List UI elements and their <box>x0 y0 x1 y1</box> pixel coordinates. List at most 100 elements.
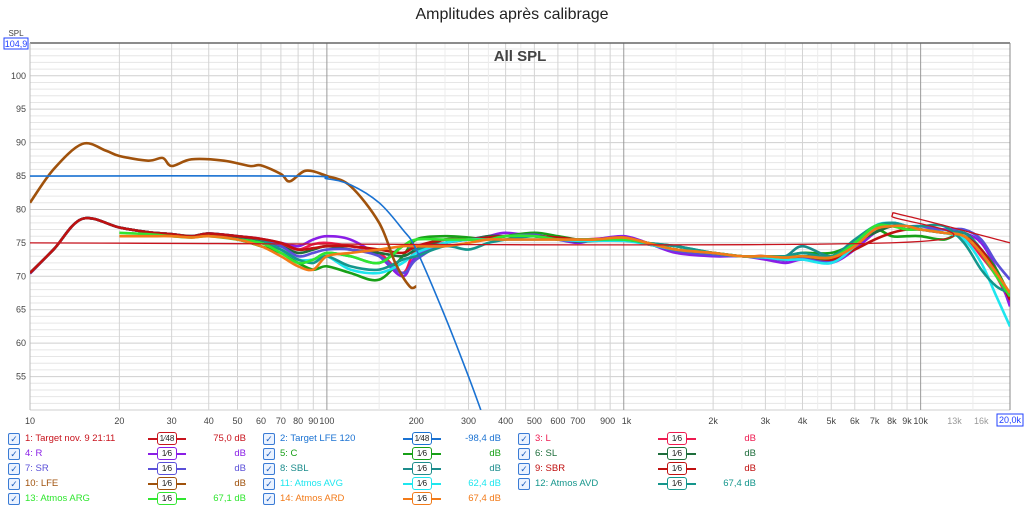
x-tick-label: 30 <box>167 416 177 426</box>
smoothing-filter-button[interactable]: 1⁄6 <box>658 477 696 490</box>
series-line-14 <box>119 224 1010 294</box>
smoothing-filter-button[interactable]: 1⁄6 <box>658 432 696 445</box>
x-tick-label: 4k <box>798 416 808 426</box>
visibility-checkbox[interactable]: ✓ <box>263 448 275 460</box>
y-tick-label: 85 <box>16 171 26 181</box>
legend-label: 13: Atmos ARG <box>25 493 90 504</box>
legend-value: 67,4 dB <box>723 478 756 489</box>
smoothing-filter-label: 1⁄6 <box>157 447 177 460</box>
chart-subtitle: All SPL <box>494 48 547 65</box>
legend-value: 67,4 dB <box>468 493 501 504</box>
x-tick-label: 300 <box>461 416 476 426</box>
x-tick-label: 600 <box>550 416 565 426</box>
series-line-7 <box>30 216 1010 281</box>
legend-item: ✓ 6: SL 1⁄6 dB <box>518 447 763 461</box>
series-line-1 <box>30 212 1010 246</box>
y-tick-label: 70 <box>16 271 26 281</box>
visibility-checkbox[interactable]: ✓ <box>8 478 20 490</box>
legend-label: 1: Target nov. 9 21:11 <box>25 433 116 444</box>
legend-label: 11: Atmos AVG <box>280 478 344 489</box>
legend-item: ✓ 4: R 1⁄6 dB <box>8 447 253 461</box>
legend-value: 75,0 dB <box>213 433 246 444</box>
y-tick-label: 80 <box>16 204 26 214</box>
x-tick-label: 500 <box>527 416 542 426</box>
smoothing-filter-label: 1⁄6 <box>667 447 687 460</box>
visibility-checkbox[interactable]: ✓ <box>263 493 275 505</box>
legend-label: 14: Atmos ARD <box>280 493 345 504</box>
x-tick-label: 200 <box>409 416 424 426</box>
legend-value: 67,1 dB <box>213 493 246 504</box>
legend-label: 8: SBL <box>280 463 309 474</box>
y-max-box <box>3 37 29 50</box>
x-tick-label: 3k <box>761 416 771 426</box>
smoothing-filter-label: 1⁄6 <box>412 492 432 505</box>
x-max-value: 20,0k <box>999 415 1022 425</box>
series-line-6 <box>30 216 1010 301</box>
legend-value: dB <box>744 448 756 459</box>
smoothing-filter-label: 1⁄6 <box>412 477 432 490</box>
y-tick-label: 60 <box>16 338 26 348</box>
smoothing-filter-button[interactable]: 1⁄48 <box>148 432 186 445</box>
x-tick-label: 80 <box>293 416 303 426</box>
smoothing-filter-button[interactable]: 1⁄6 <box>403 477 441 490</box>
x-tick-label: 60 <box>256 416 266 426</box>
x-tick-label: 90 <box>308 416 318 426</box>
legend-item: ✓ 5: C 1⁄6 dB <box>263 447 508 461</box>
smoothing-filter-button[interactable]: 1⁄6 <box>148 447 186 460</box>
visibility-checkbox[interactable]: ✓ <box>518 478 530 490</box>
visibility-checkbox[interactable]: ✓ <box>8 433 20 445</box>
x-tick-label: 100 <box>319 416 334 426</box>
legend-label: 12: Atmos AVD <box>535 478 599 489</box>
legend-value: dB <box>489 463 501 474</box>
smoothing-filter-button[interactable]: 1⁄6 <box>658 447 696 460</box>
smoothing-filter-label: 1⁄6 <box>412 447 432 460</box>
visibility-checkbox[interactable]: ✓ <box>8 493 20 505</box>
smoothing-filter-label: 1⁄6 <box>157 462 177 475</box>
visibility-checkbox[interactable]: ✓ <box>8 448 20 460</box>
visibility-checkbox[interactable]: ✓ <box>263 478 275 490</box>
visibility-checkbox[interactable]: ✓ <box>518 463 530 475</box>
legend-item: ✓ 9: SBR 1⁄6 dB <box>518 462 763 476</box>
x-tick-label: 13k <box>947 416 962 426</box>
smoothing-filter-button[interactable]: 1⁄6 <box>403 492 441 505</box>
legend-item: ✓ 2: Target LFE 120 1⁄48 -98,4 dB <box>263 432 508 446</box>
visibility-checkbox[interactable]: ✓ <box>518 448 530 460</box>
smoothing-filter-button[interactable]: 1⁄6 <box>148 492 186 505</box>
y-tick-label: 75 <box>16 238 26 248</box>
smoothing-filter-button[interactable]: 1⁄6 <box>658 462 696 475</box>
legend-label: 6: SL <box>535 448 558 459</box>
legend-value: dB <box>489 448 501 459</box>
smoothing-filter-label: 1⁄6 <box>667 462 687 475</box>
smoothing-filter-button[interactable]: 1⁄6 <box>148 477 186 490</box>
visibility-checkbox[interactable]: ✓ <box>518 433 530 445</box>
x-tick-label: 2k <box>708 416 718 426</box>
x-tick-label: 40 <box>204 416 214 426</box>
y-tick-label: 100 <box>11 71 26 81</box>
x-tick-label: 400 <box>498 416 513 426</box>
series-line-4 <box>30 216 1010 307</box>
legend-label: 5: C <box>280 448 298 459</box>
series-line-9 <box>30 216 1010 301</box>
legend-value: dB <box>234 478 246 489</box>
smoothing-filter-button[interactable]: 1⁄6 <box>403 447 441 460</box>
smoothing-filter-button[interactable]: 1⁄6 <box>148 462 186 475</box>
y-axis-label: SPL <box>8 29 24 38</box>
smoothing-filter-button[interactable]: 1⁄6 <box>403 462 441 475</box>
x-tick-label: 20 <box>114 416 124 426</box>
legend-label: 4: R <box>25 448 43 459</box>
y-tick-label: 55 <box>16 372 26 382</box>
x-tick-label: 8k <box>887 416 897 426</box>
legend-item: ✓ 12: Atmos AVD 1⁄6 67,4 dB <box>518 477 763 491</box>
x-tick-label: 10 <box>25 416 35 426</box>
smoothing-filter-label: 1⁄6 <box>157 492 177 505</box>
visibility-checkbox[interactable]: ✓ <box>263 463 275 475</box>
legend-value: dB <box>234 448 246 459</box>
grid <box>29 43 1010 411</box>
x-tick-label: 900 <box>600 416 615 426</box>
smoothing-filter-label: 1⁄6 <box>667 432 687 445</box>
visibility-checkbox[interactable]: ✓ <box>263 433 275 445</box>
smoothing-filter-button[interactable]: 1⁄48 <box>403 432 441 445</box>
visibility-checkbox[interactable]: ✓ <box>8 463 20 475</box>
x-tick-label: 9k <box>902 416 912 426</box>
